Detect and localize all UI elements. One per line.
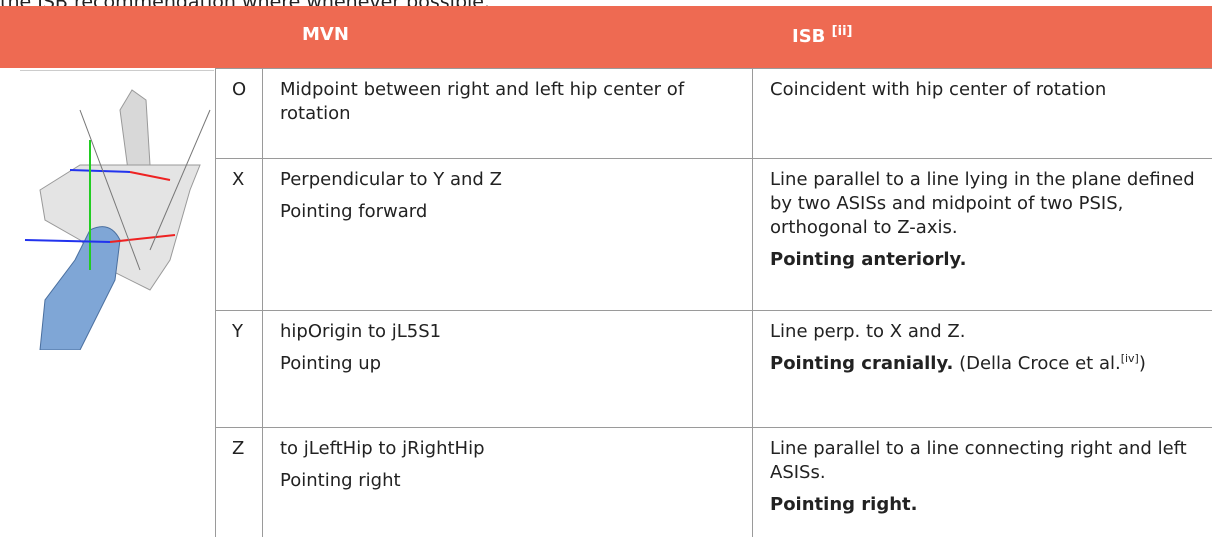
column-border	[215, 68, 216, 537]
marker-line	[149, 109, 211, 251]
femur	[39, 226, 121, 350]
pelvis-figure	[20, 70, 214, 350]
isb-paragraph: Line parallel to a line lying in the pla…	[770, 168, 1198, 240]
mvn-text: Perpendicular to Y and Z	[280, 169, 502, 190]
mvn-cell: to jLeftHip to jRightHip Pointing right	[280, 437, 735, 501]
isb-paragraph: Coincident with hip center of rotation	[770, 78, 1198, 102]
isb-cell: Line parallel to a line connecting right…	[770, 437, 1198, 525]
isb-cell: Line perp. to X and Z. Pointing cranially…	[770, 320, 1198, 384]
isb-text: (Della Croce et al.	[953, 353, 1121, 374]
row-border	[215, 310, 1212, 311]
isb-cell: Line parallel to a line lying in the pla…	[770, 168, 1198, 280]
axis-cell: O	[232, 79, 247, 100]
axis-cell: Y	[232, 321, 243, 342]
column-border	[262, 68, 263, 537]
isb-cell: Coincident with hip center of rotation	[770, 78, 1198, 110]
isb-text: Coincident with hip center of rotation	[770, 79, 1107, 100]
isb-text: Pointing cranially.	[770, 353, 954, 374]
mvn-text: Pointing right	[280, 470, 401, 491]
isb-paragraph: Pointing cranially. (Della Croce et al.[…	[770, 352, 1198, 376]
isb-paragraph: Pointing right.	[770, 493, 1198, 517]
mvn-cell: hipOrigin to jL5S1 Pointing up	[280, 320, 735, 384]
mvn-text: hipOrigin to jL5S1	[280, 321, 442, 342]
header-mvn: MVN	[302, 24, 349, 45]
header-isb: ISB [ii]	[792, 24, 852, 47]
mvn-text: to jLeftHip to jRightHip	[280, 438, 485, 459]
axis-z	[129, 171, 171, 181]
mvn-text: Pointing forward	[280, 201, 428, 222]
isb-text: Pointing right.	[770, 494, 918, 515]
axis-cell: Z	[232, 438, 245, 459]
mvn-cell: Midpoint between right and left hip cent…	[280, 78, 735, 134]
axis-x	[69, 169, 131, 173]
axis-cell: X	[232, 169, 245, 190]
isb-paragraph: Line perp. to X and Z.	[770, 320, 1198, 344]
mvn-text: Pointing up	[280, 353, 382, 374]
mvn-cell: Perpendicular to Y and Z Pointing forward	[280, 168, 735, 232]
row-border	[215, 68, 1212, 69]
isb-label: ISB	[792, 26, 826, 47]
isb-paragraph: Pointing anteriorly.	[770, 248, 1198, 272]
mvn-text: Midpoint between right and left hip cent…	[280, 79, 685, 124]
pelvis	[39, 164, 201, 291]
isb-text: Line parallel to a line lying in the pla…	[770, 169, 1195, 238]
isb-text: Pointing anteriorly.	[770, 249, 967, 270]
marker-line	[79, 109, 141, 271]
isb-text: Line parallel to a line connecting right…	[770, 438, 1187, 483]
axis-z2	[109, 234, 176, 243]
isb-text: [iv]	[1120, 352, 1139, 365]
table-header: MVN ISB [ii]	[0, 6, 1212, 68]
row-border	[215, 427, 1212, 428]
isb-text: Line perp. to X and Z.	[770, 321, 966, 342]
isb-ref: [ii]	[831, 24, 853, 39]
isb-paragraph: Line parallel to a line connecting right…	[770, 437, 1198, 485]
isb-text: )	[1138, 353, 1146, 374]
row-border	[215, 158, 1212, 159]
column-border	[752, 68, 753, 537]
axis-x2	[24, 239, 111, 243]
